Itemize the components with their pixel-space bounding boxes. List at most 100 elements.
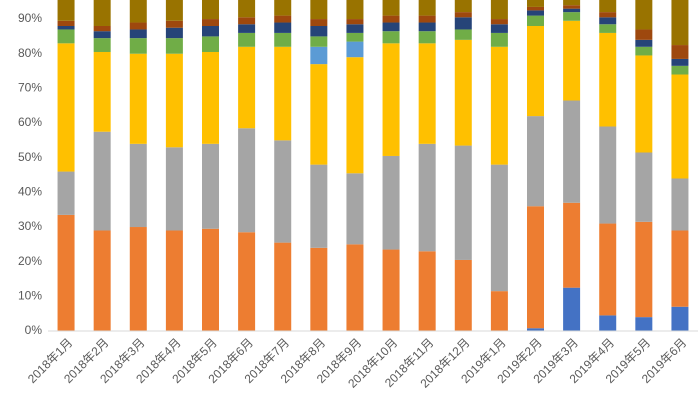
bar-segment: [382, 31, 400, 44]
y-tick-label: 20%: [18, 254, 42, 268]
bar-segment: [599, 17, 617, 25]
bar-segment: [274, 32, 292, 47]
bar-segment: [310, 247, 328, 331]
y-tick-label: 60%: [18, 115, 42, 129]
bar-segment: [563, 100, 581, 203]
bar-segment: [165, 20, 183, 28]
bar-segment: [527, 206, 544, 329]
bar-segment: [454, 29, 472, 40]
bar-segment: [238, 32, 256, 47]
y-tick-label: 50%: [18, 150, 42, 164]
bar-segment: [202, 25, 219, 37]
bar-segment: [635, 55, 653, 153]
bar-segment: [129, 38, 147, 54]
bar-segment: [129, 143, 147, 228]
bar-segment: [454, 0, 472, 13]
bar-segment: [671, 178, 689, 231]
bar-segment: [635, 39, 653, 47]
bar-segment: [57, 214, 75, 331]
bar-segment: [310, 64, 328, 165]
bar-segment: [563, 20, 581, 101]
bar-segment: [93, 31, 111, 39]
bar-segment: [563, 8, 581, 13]
y-tick-label: 10%: [18, 289, 42, 303]
bar-segment: [527, 10, 544, 16]
bar-segment: [310, 164, 328, 248]
bar-segment: [238, 0, 256, 18]
bar-segment: [454, 39, 472, 146]
bar-segment: [274, 46, 292, 141]
bar-segment: [563, 12, 581, 21]
bar-segment: [310, 0, 328, 20]
bar-segment: [599, 32, 617, 127]
bar-segment: [310, 36, 328, 47]
bar-segment: [599, 12, 617, 18]
bar-segment: [57, 25, 75, 30]
bar-segment: [490, 46, 508, 165]
bar-segment: [165, 38, 183, 54]
bar-segment: [527, 6, 544, 11]
bar-segment: [527, 25, 544, 117]
bar-segment: [93, 0, 111, 26]
bar-segment: [599, 223, 617, 316]
bar-segment: [274, 0, 292, 16]
bar-segment: [310, 25, 328, 37]
bar-segment: [671, 230, 689, 307]
bar-segment: [635, 317, 653, 331]
bar-segment: [671, 306, 689, 331]
y-tick-label: 70%: [18, 81, 42, 95]
bar-segment: [238, 128, 256, 233]
bar-segment: [202, 36, 219, 52]
bar-segment: [238, 232, 256, 331]
bar-segment: [635, 29, 653, 40]
bar-segment: [274, 242, 292, 331]
bar-segment: [599, 0, 617, 13]
bar-segment: [490, 0, 508, 20]
bar-segment: [635, 46, 653, 56]
bar-segment: [454, 145, 472, 260]
bar-segment: [418, 15, 436, 23]
bar-segment: [490, 24, 508, 33]
bar-segment: [563, 287, 581, 331]
bar-segment: [57, 0, 75, 21]
bar-segment: [490, 19, 508, 25]
bar-segment: [635, 0, 653, 30]
bar-segment: [635, 221, 653, 318]
bar-segment: [57, 20, 75, 26]
bar-segment: [382, 22, 400, 32]
bar-segment: [202, 228, 219, 331]
bar-segment: [57, 29, 75, 44]
bar-segment: [274, 15, 292, 23]
bar-segment: [454, 17, 472, 30]
bar-segment: [129, 53, 147, 144]
y-tick-label: 30%: [18, 219, 42, 233]
bar-segment: [238, 17, 256, 25]
plot-area: [57, 0, 689, 331]
bar-segment: [382, 43, 400, 156]
bar-segment: [129, 227, 147, 331]
bar-segment: [454, 259, 472, 331]
bar-segment: [165, 0, 183, 21]
bar-segment: [202, 51, 219, 144]
bar-segment: [418, 31, 436, 44]
bar-segment: [346, 173, 364, 245]
bar-segment: [635, 152, 653, 222]
bar-segment: [599, 315, 617, 331]
bar-segment: [418, 143, 436, 252]
bar-segment: [382, 15, 400, 23]
bar-segment: [165, 230, 183, 331]
bar-segment: [527, 328, 544, 331]
bar-segment: [93, 51, 111, 132]
bar-segment: [346, 19, 364, 25]
bar-segment: [129, 22, 147, 30]
bar-segment: [93, 25, 111, 32]
bar-segment: [382, 249, 400, 331]
bar-segment: [490, 32, 508, 47]
bar-segment: [671, 65, 689, 75]
y-tick-label: 0%: [25, 323, 43, 337]
bar-segment: [527, 116, 544, 207]
bar-segment: [93, 230, 111, 331]
bar-segment: [202, 19, 219, 26]
bar-segment: [310, 19, 328, 26]
